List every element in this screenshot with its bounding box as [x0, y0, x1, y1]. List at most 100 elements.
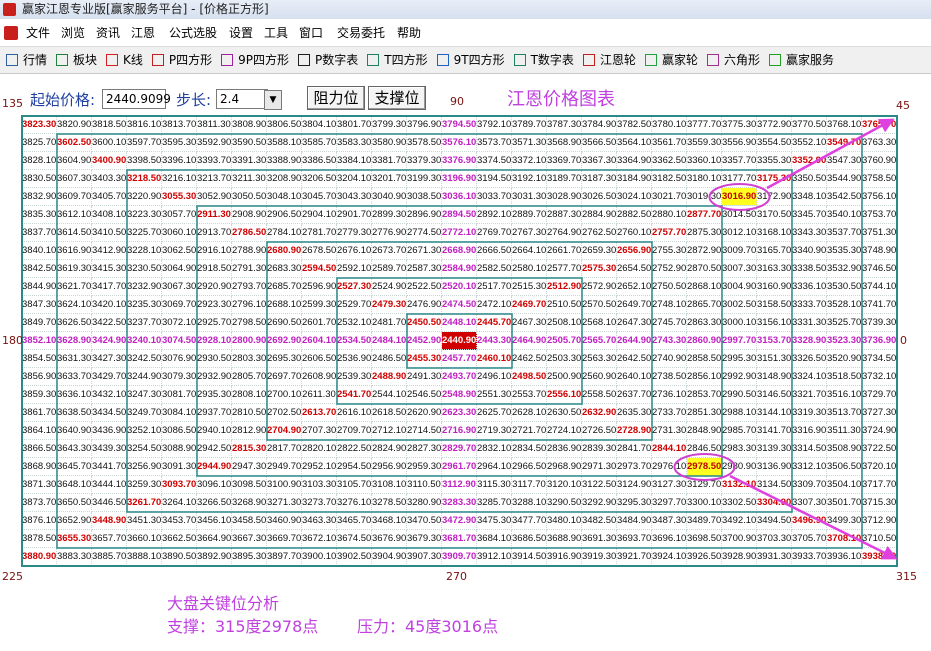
grid-cell: 2527.30 [337, 278, 372, 296]
support-button[interactable]: 支撑位 [368, 86, 426, 110]
grid-cell: 3633.70 [57, 368, 92, 386]
grid-cell: 2848.90 [687, 422, 722, 440]
grid-cell: 2932.90 [197, 368, 232, 386]
grid-cell: 3789.70 [512, 116, 547, 134]
grid-cell: 3117.70 [512, 476, 547, 494]
menu-item[interactable]: 窗口 [299, 26, 324, 40]
toolbar-button[interactable]: T四方形 [367, 47, 428, 74]
grid-cell: 3379.30 [407, 152, 442, 170]
grid-cell: 3434.50 [92, 404, 127, 422]
menu-item[interactable]: 帮助 [397, 26, 422, 40]
toolbar-button[interactable]: 江恩轮 [582, 47, 636, 74]
grid-cell: 3655.30 [57, 530, 92, 548]
grid-cell: 3254.50 [127, 440, 162, 458]
grid-cell: 3912.10 [477, 548, 512, 566]
toolbar-button[interactable]: 赢家轮 [644, 47, 698, 74]
grid-cell: 2887.30 [547, 206, 582, 224]
grid-cell: 2702.50 [267, 404, 302, 422]
grid-cell: 3770.50 [792, 116, 827, 134]
grid-cell: 3765.70 [862, 116, 897, 134]
note-support: 支撑：315度2978点 [167, 617, 319, 636]
grid-cell: 3228.10 [127, 242, 162, 260]
grid-cell: 2774.50 [407, 224, 442, 242]
grid-cell: 2769.70 [477, 224, 512, 242]
grid-cell: 3134.50 [757, 476, 792, 494]
grid-cell: 3076.90 [162, 350, 197, 368]
grid-cell: 2644.90 [617, 332, 652, 350]
grid-cell: 3112.90 [442, 476, 477, 494]
grid-cell: 3616.90 [57, 242, 92, 260]
toolbar: 行情 板块 K线 P四方形 9P四方形 P数字表 T四方形 9T四方形 T数字表 江恩轮 赢家轮 六角… [0, 47, 931, 74]
toolbar-button[interactable]: 9T四方形 [436, 47, 505, 74]
grid-cell: 3736.90 [862, 332, 897, 350]
menu-item[interactable]: 工具 [264, 26, 289, 40]
toolbar-icon [6, 54, 18, 66]
grid-cell: 3614.50 [57, 224, 92, 242]
grid-cell: 3871.30 [22, 476, 57, 494]
grid-cell: 2464.90 [512, 332, 547, 350]
toolbar-button[interactable]: P四方形 [151, 47, 212, 74]
grid-cell: 2712.10 [372, 422, 407, 440]
menu-item[interactable]: 文件 [26, 26, 51, 40]
chart-title: 江恩价格图表 [507, 89, 615, 110]
toolbar-button[interactable]: 板块 [56, 47, 97, 74]
grid-cell: 3096.10 [197, 476, 232, 494]
menu-item[interactable]: 江恩 [131, 26, 156, 40]
grid-cell: 3072.10 [162, 314, 197, 332]
angle-label: 45 [896, 99, 910, 112]
grid-cell: 3108.10 [372, 476, 407, 494]
grid-cell: 3602.50 [57, 134, 92, 152]
grid-cell: 2908.90 [232, 206, 267, 224]
toolbar-button[interactable]: 9P四方形 [221, 47, 289, 74]
menu-item[interactable]: 浏览 [61, 26, 86, 40]
grid-cell: 2637.70 [617, 386, 652, 404]
toolbar-button[interactable]: K线 [106, 47, 143, 74]
grid-cell: 3398.50 [127, 152, 162, 170]
dropdown-arrow[interactable]: ▼ [264, 90, 282, 110]
menu-icon[interactable] [4, 26, 18, 40]
menu-item[interactable]: 交易委托 [337, 26, 386, 40]
grid-cell: 3103.30 [302, 476, 337, 494]
toolbar-button[interactable]: 六角形 [706, 47, 760, 74]
grid-cell: 3453.70 [162, 512, 197, 530]
grid-cell: 3444.10 [92, 476, 127, 494]
grid-cell: 3660.10 [127, 530, 162, 548]
grid-cell: 3242.50 [127, 350, 162, 368]
grid-cell: 2522.50 [407, 278, 442, 296]
grid-cell: 2580.10 [512, 260, 547, 278]
grid-cell: 2680.90 [267, 242, 302, 260]
grid-cell: 2524.90 [372, 278, 407, 296]
toolbar-icon [56, 54, 69, 66]
menu-item[interactable]: 资讯 [96, 26, 121, 40]
grid-cell: 3372.10 [512, 152, 547, 170]
grid-cell: 2659.30 [582, 242, 617, 260]
resistance-button[interactable]: 阻力位 [307, 86, 365, 110]
grid-cell: 2877.70 [687, 206, 722, 224]
grid-cell: 2688.10 [267, 296, 302, 314]
grid-cell: 3429.70 [92, 368, 127, 386]
menu-item[interactable]: 设置 [229, 26, 254, 40]
grid-cell: 2846.50 [687, 440, 722, 458]
start-price-input[interactable]: 2440.9099 [102, 89, 171, 109]
grid-cell: 2808.10 [232, 386, 267, 404]
grid-cell: 3168.10 [757, 224, 792, 242]
grid-cell: 3576.10 [442, 134, 477, 152]
grid-cell: 2736.10 [652, 386, 687, 404]
menu-item[interactable]: 公式选股 [169, 26, 218, 40]
grid-cell: 2858.50 [687, 350, 722, 368]
toolbar-button[interactable]: 行情 [6, 47, 47, 74]
grid-cell: 2892.10 [477, 206, 512, 224]
grid-cell: 2899.30 [372, 206, 407, 224]
grid-cell: 3852.10 [22, 332, 57, 350]
step-select[interactable]: 2.4 [216, 89, 268, 109]
toolbar-button[interactable]: P数字表 [298, 47, 358, 74]
toolbar-button[interactable]: 赢家服务 [768, 47, 834, 74]
grid-cell: 2493.70 [442, 368, 477, 386]
grid-cell: 3170.50 [757, 206, 792, 224]
toolbar-button[interactable]: T数字表 [513, 47, 574, 74]
grid-cell: 2472.10 [477, 296, 512, 314]
grid-cell: 3403.30 [92, 170, 127, 188]
grid-cell: 2668.90 [442, 242, 477, 260]
grid-cell: 2486.50 [372, 350, 407, 368]
grid-cell: 3002.50 [722, 296, 757, 314]
